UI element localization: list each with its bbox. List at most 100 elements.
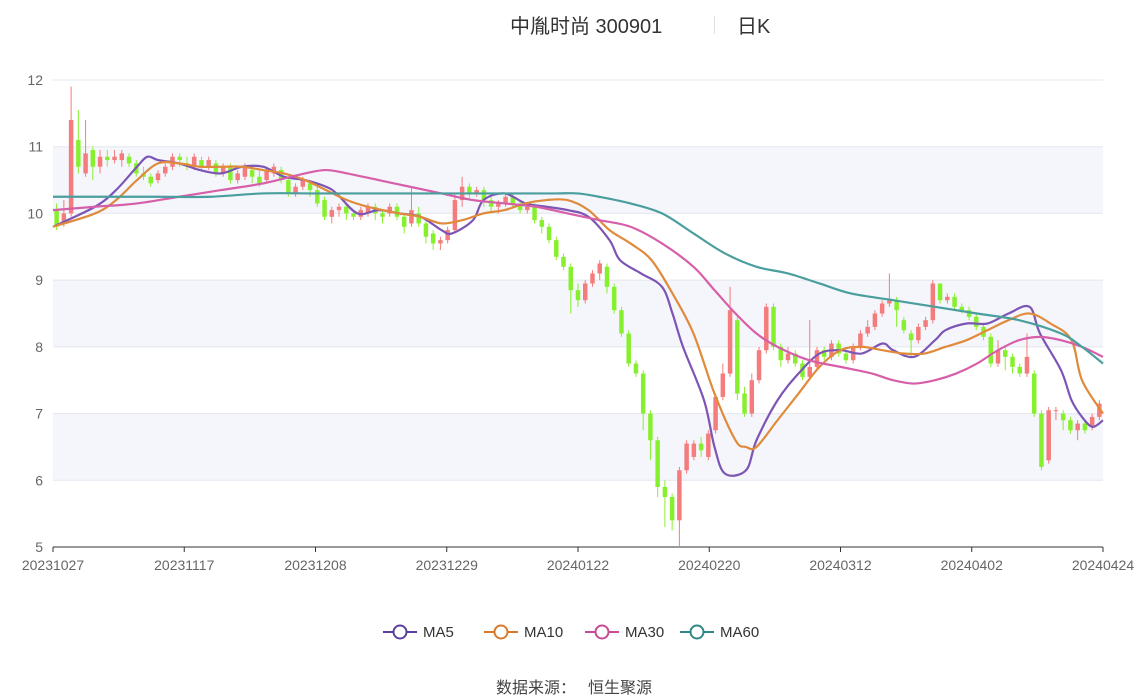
candle-body: [380, 213, 385, 217]
legend-marker-icon: [585, 624, 619, 640]
candle-body: [988, 336, 994, 364]
candle-body: [604, 266, 610, 287]
candle-body: [488, 200, 494, 207]
candle-body: [1017, 366, 1022, 374]
candle-body: [1002, 350, 1008, 357]
ma30-line: [52, 168, 1104, 385]
candle: [1082, 420, 1088, 434]
candle: [669, 493, 675, 531]
candle: [1024, 333, 1030, 377]
source-label: 数据来源：: [495, 680, 576, 697]
candle-body: [749, 380, 755, 414]
candle: [713, 393, 718, 434]
candle: [792, 350, 798, 367]
legend-label: MA5: [423, 623, 454, 641]
candle-body: [858, 333, 863, 347]
candle-body: [966, 310, 972, 317]
candle: [727, 286, 733, 377]
legend-item-ma5[interactable]: MA5: [383, 620, 454, 644]
candle-body: [894, 300, 899, 311]
candle-body: [220, 166, 226, 174]
candle-body: [648, 413, 653, 441]
candle-body: [879, 303, 885, 314]
candle-body: [83, 153, 88, 174]
legend-item-ma10[interactable]: MA10: [484, 620, 563, 644]
candle: [90, 146, 96, 181]
candle-body: [496, 203, 501, 207]
candle: [879, 300, 885, 317]
candle-body: [1060, 413, 1066, 421]
candle-body: [322, 200, 327, 217]
candle: [937, 283, 943, 304]
candle-body: [771, 306, 776, 347]
candle: [706, 430, 711, 461]
candle: [974, 313, 979, 331]
candle-body: [930, 283, 936, 321]
candle-body: [228, 166, 233, 181]
candle-body: [430, 233, 436, 244]
candle-body: [945, 296, 950, 301]
candle: [575, 283, 581, 307]
background-bands: [53, 146, 1103, 481]
legend-marker-icon: [680, 624, 714, 640]
candle: [916, 323, 921, 344]
candle-body: [908, 333, 914, 341]
candle: [1031, 370, 1037, 417]
candle-body: [416, 213, 421, 224]
candle-body: [814, 350, 820, 367]
candle: [380, 210, 385, 224]
candle: [626, 330, 631, 367]
candle: [148, 173, 154, 187]
stock-name-code: 中胤时尚 300901: [510, 16, 663, 38]
period-label[interactable]: 日K: [737, 16, 771, 38]
candle: [68, 86, 74, 217]
candle: [1017, 363, 1022, 377]
title-divider: [714, 16, 715, 34]
candle: [1010, 353, 1015, 374]
candle: [691, 440, 697, 461]
candle: [438, 236, 443, 251]
candle-body: [481, 190, 487, 201]
candle: [249, 166, 255, 184]
candle-body: [901, 320, 907, 331]
candle: [271, 163, 277, 177]
candle: [988, 333, 994, 367]
candle-body: [445, 230, 450, 241]
legend-item-ma30[interactable]: MA30: [585, 620, 664, 644]
candle-body: [778, 346, 784, 361]
candle-body: [959, 306, 965, 311]
candle: [648, 410, 653, 461]
x-tick-label: 20231229: [416, 557, 479, 573]
candle-body: [264, 170, 269, 181]
x-tick-label: 20240220: [678, 557, 741, 573]
candle: [872, 310, 878, 331]
candle: [162, 163, 168, 177]
candle-body: [155, 173, 161, 181]
candle-body: [735, 320, 740, 394]
candle-body: [698, 443, 704, 451]
ma-lines: [52, 155, 1104, 477]
candle-body: [286, 180, 291, 194]
candle-body: [539, 220, 545, 227]
candle-body: [177, 156, 182, 161]
candle-body: [821, 350, 827, 357]
candle-body: [626, 333, 631, 364]
candle: [1039, 410, 1044, 471]
candle: [611, 283, 617, 314]
candle: [488, 196, 494, 214]
y-tick-label: 6: [35, 472, 43, 488]
candle-body: [467, 186, 472, 194]
candle-body: [206, 160, 211, 167]
candle: [322, 196, 327, 221]
candle-body: [329, 210, 335, 217]
candle-body: [684, 443, 689, 471]
candle: [843, 350, 849, 364]
candle-body: [90, 150, 96, 167]
candle: [481, 186, 487, 207]
legend-item-ma60[interactable]: MA60: [680, 620, 759, 644]
candle: [126, 153, 132, 167]
candle-body: [105, 156, 110, 161]
candle-body: [807, 366, 812, 377]
candle-body: [452, 200, 458, 231]
candle-body: [423, 223, 429, 237]
